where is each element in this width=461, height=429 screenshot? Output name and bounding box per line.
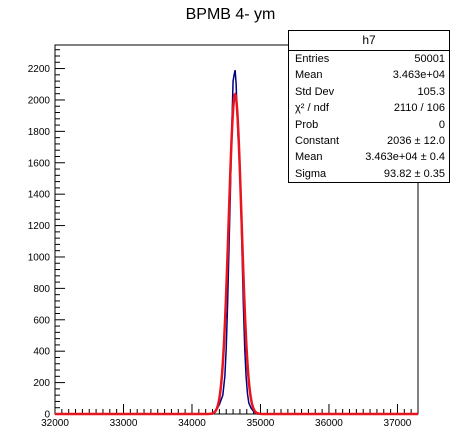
stats-label: Constant <box>295 134 340 147</box>
stats-row: Mean 3.463e+04 <box>289 67 449 83</box>
y-tick-label: 1000 <box>28 252 51 263</box>
stats-row: Std Dev 105.3 <box>289 84 449 100</box>
stats-box-title: h7 <box>289 31 449 51</box>
y-tick-label: 1800 <box>28 127 51 138</box>
y-tick-label: 0 <box>44 410 50 421</box>
stats-value: 105.3 <box>417 85 445 98</box>
stats-row: Entries 50001 <box>289 51 449 67</box>
stats-label: Prob <box>295 118 319 131</box>
stats-row: Constant 2036 ± 12.0 <box>289 133 449 149</box>
stats-value: 3.463e+04 <box>392 69 445 82</box>
stats-label: Mean <box>295 151 323 164</box>
stats-row: Sigma 93.82 ± 0.35 <box>289 166 449 182</box>
x-tick-label: 34000 <box>178 418 206 429</box>
stats-value: 93.82 ± 0.35 <box>383 167 445 180</box>
stats-value: 2110 / 106 <box>393 102 445 115</box>
y-tick-label: 2000 <box>28 95 51 106</box>
x-tick-label: 36000 <box>315 418 343 429</box>
x-tick-label: 35000 <box>247 418 275 429</box>
chart-title: BPMB 4- ym <box>185 6 276 23</box>
stats-row: Prob 0 <box>289 117 449 133</box>
stats-value: 50001 <box>414 53 445 65</box>
stats-value: 2036 ± 12.0 <box>386 134 445 147</box>
stats-value: 3.463e+04 ± 0.4 <box>365 151 445 164</box>
stats-value: 0 <box>438 118 445 131</box>
y-tick-label: 400 <box>33 347 50 358</box>
x-axis-ticks: 32000 33000 34000 35000 36000 37000 <box>41 404 419 429</box>
stats-row: χ² / ndf 2110 / 106 <box>289 100 449 116</box>
y-tick-label: 2200 <box>28 64 51 75</box>
y-tick-label: 800 <box>33 284 50 295</box>
plot-frame <box>54 44 419 415</box>
stats-label: Mean <box>295 69 323 82</box>
stats-label: χ² / ndf <box>295 102 329 115</box>
y-tick-label: 1400 <box>28 190 51 201</box>
stats-label: Sigma <box>295 167 327 180</box>
y-tick-label: 200 <box>33 378 50 389</box>
axes-group <box>54 44 419 415</box>
stats-box: h7 Entries 50001 Mean 3.463e+04 Std Dev 105.3… <box>288 30 450 184</box>
y-tick-label: 600 <box>33 315 50 326</box>
stats-label: Std Dev <box>295 85 335 98</box>
x-tick-label: 37000 <box>384 418 412 429</box>
histogram-series <box>55 69 418 415</box>
y-tick-label: 1200 <box>28 221 51 232</box>
stats-label: Entries <box>295 53 330 65</box>
y-tick-label: 1600 <box>28 158 51 169</box>
gaussian-fit-curve <box>55 92 418 416</box>
stats-row: Mean 3.463e+04 ± 0.4 <box>289 149 449 165</box>
x-tick-label: 32000 <box>41 418 69 429</box>
x-tick-label: 33000 <box>110 418 138 429</box>
y-axis-ticks: 0 200 400 600 800 1000 1200 1400 1600 1800 2000 220… <box>28 49 65 421</box>
